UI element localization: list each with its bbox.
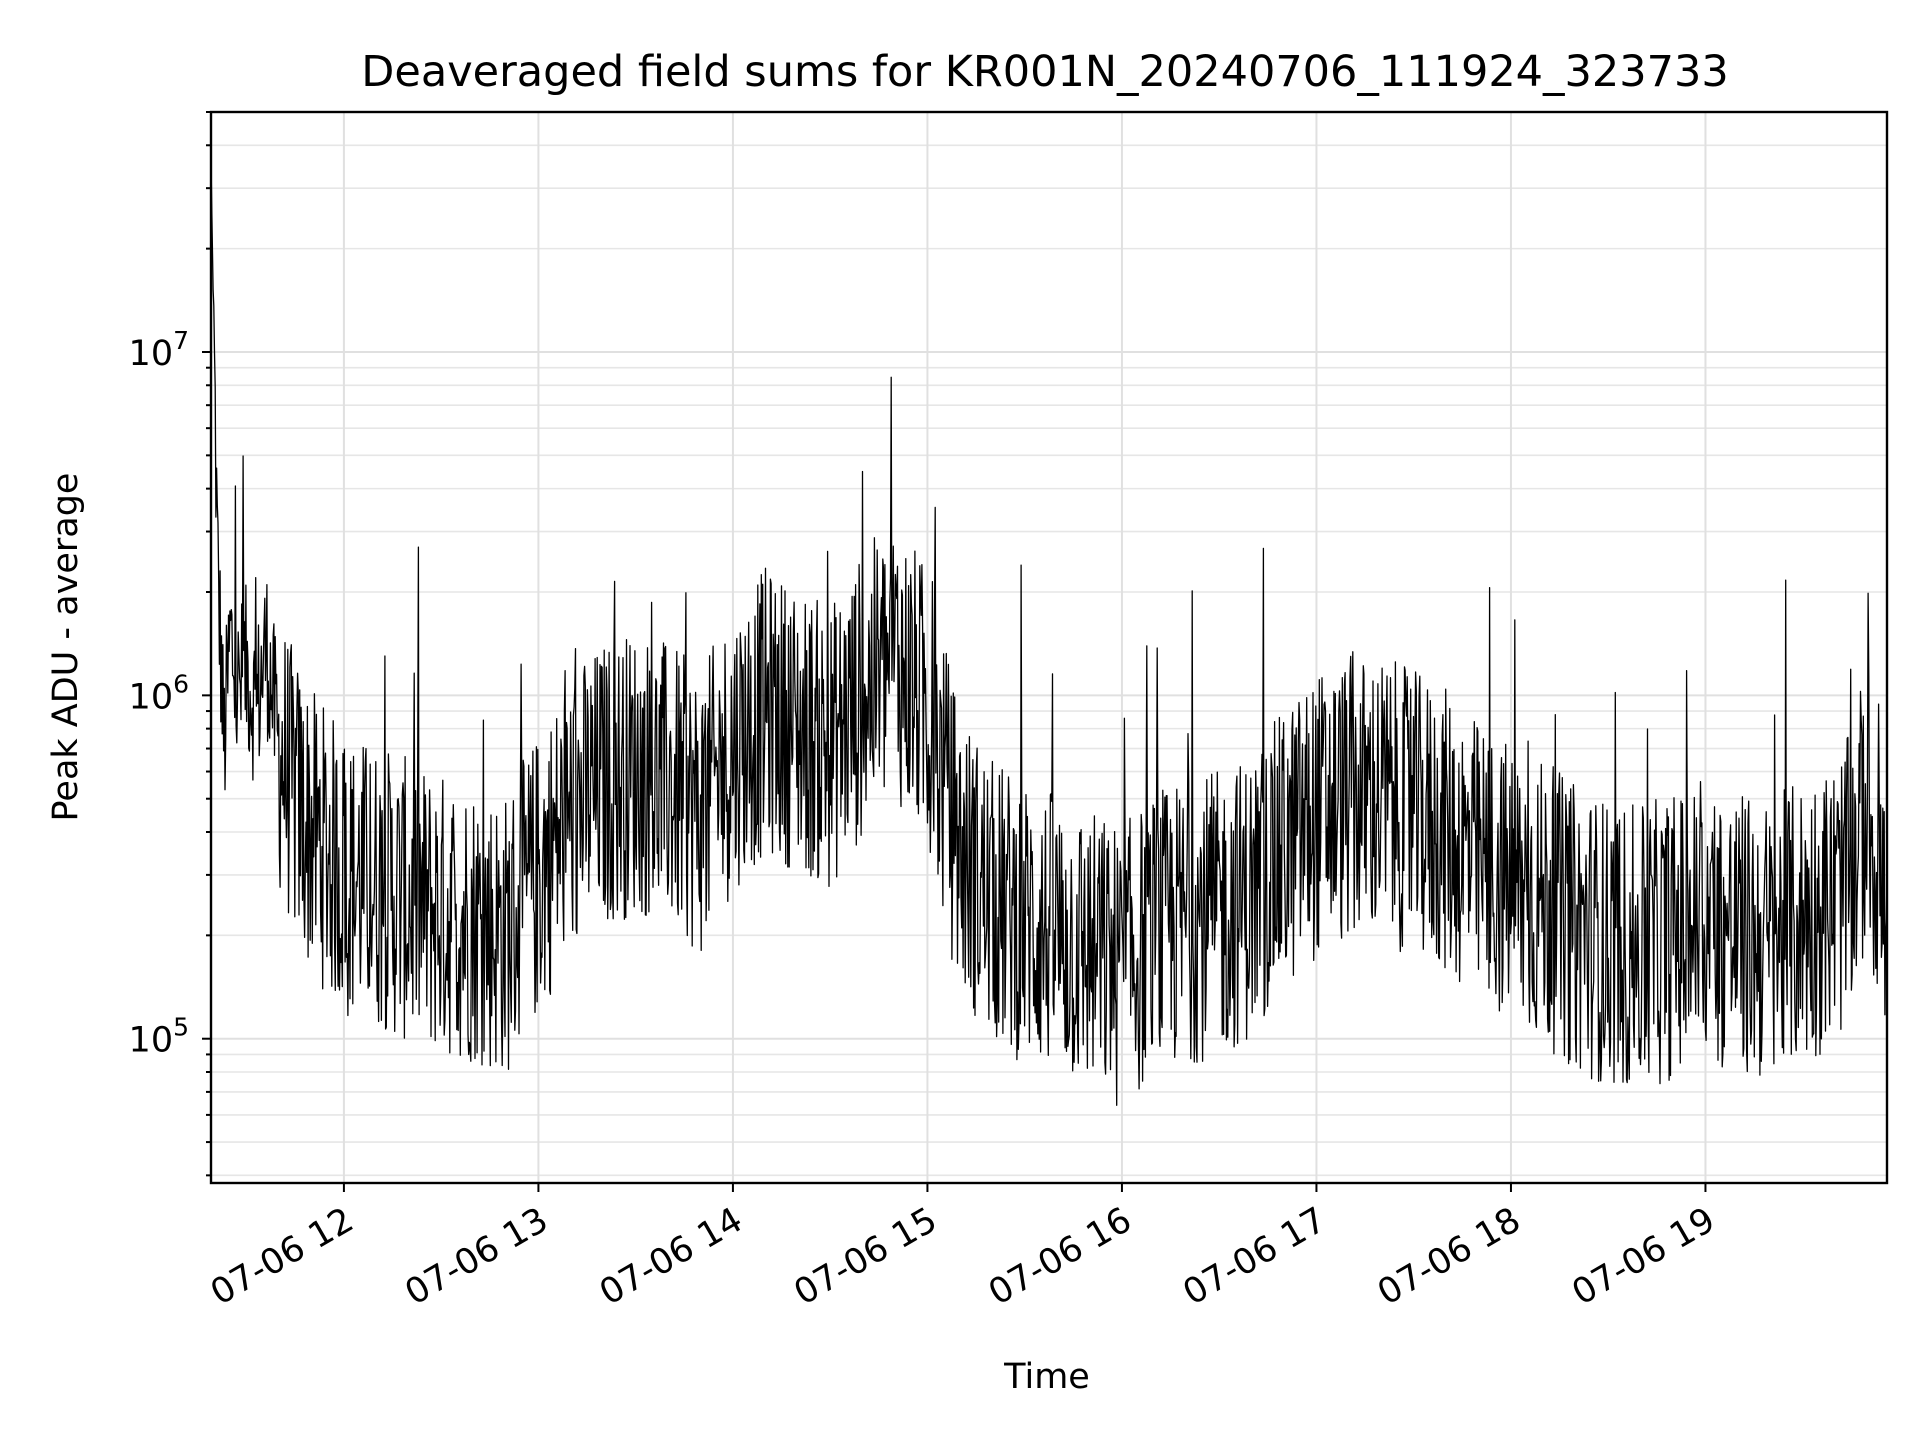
- y-axis: 105 106 107: [129, 111, 211, 1177]
- plot-frame: [209, 110, 1889, 1185]
- x-tick-label: 07-06 16: [982, 1200, 1138, 1313]
- x-tick-label: 07-06 12: [204, 1200, 360, 1313]
- series-line: [210, 160, 1888, 1106]
- x-axis: 07-06 12 07-06 13 07-06 14 07-06 15 07-06 16…: [204, 1183, 1722, 1313]
- series: [210, 160, 1888, 1106]
- x-axis-label: Time: [1003, 1357, 1090, 1397]
- x-tick-label: 07-06 17: [1177, 1200, 1333, 1313]
- x-tick-label: 07-06 13: [399, 1200, 555, 1313]
- x-tick-label: 07-06 14: [593, 1200, 749, 1313]
- y-axis-label: Peak ADU - average: [46, 473, 86, 822]
- x-tick-label: 07-06 18: [1371, 1200, 1527, 1313]
- chart-title: Deaveraged field sums for KR001N_2024070…: [361, 47, 1728, 97]
- x-tick-label: 07-06 15: [788, 1200, 944, 1313]
- y-tick-label: 105: [129, 1013, 189, 1061]
- y-tick-label: 107: [129, 326, 189, 374]
- y-tick-label: 106: [129, 669, 189, 717]
- x-tick-label: 07-06 19: [1566, 1200, 1722, 1313]
